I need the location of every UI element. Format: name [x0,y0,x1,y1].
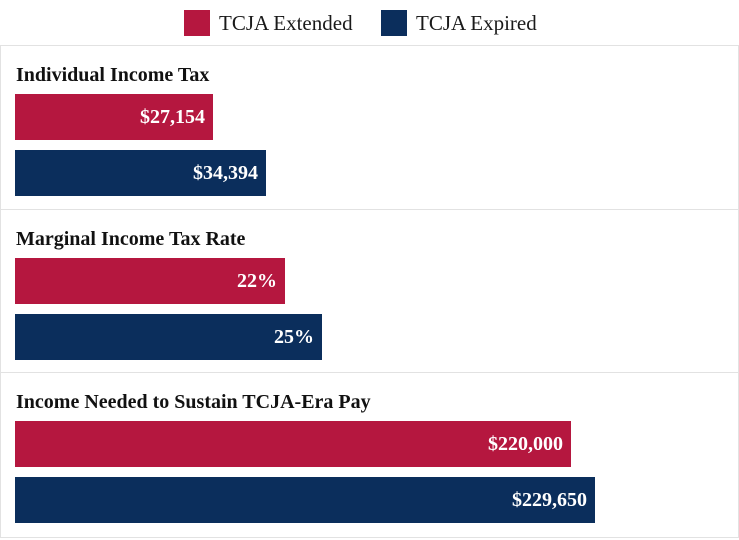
panel-marginal-income-tax-rate: Marginal Income Tax Rate 22% 25% [1,209,738,373]
bar-label-marginal-rate-expired: 25% [274,326,314,348]
bar-label-income-needed-expired: $229,650 [512,489,587,511]
panel-title-individual-income-tax: Individual Income Tax [16,64,210,86]
legend-swatch-tcja-extended [184,10,210,36]
legend-item-tcja-extended: TCJA Extended [184,8,364,38]
panel-title-income-needed: Income Needed to Sustain TCJA-Era Pay [16,391,371,413]
chart-panels: Individual Income Tax $27,154 $34,394 Ma… [0,45,739,538]
legend: TCJA Extended TCJA Expired [0,8,739,38]
panel-income-needed: Income Needed to Sustain TCJA-Era Pay $2… [1,372,738,536]
legend-item-tcja-expired: TCJA Expired [381,8,561,38]
bar-marginal-rate-extended: 22% [15,258,285,304]
bar-individual-income-tax-expired: $34,394 [15,150,266,196]
bar-income-needed-extended: $220,000 [15,421,571,467]
bar-label-income-needed-extended: $220,000 [488,433,563,455]
panel-title-marginal-income-tax-rate: Marginal Income Tax Rate [16,228,246,250]
bar-label-individual-income-tax-expired: $34,394 [193,162,258,184]
bar-label-marginal-rate-extended: 22% [237,270,277,292]
bar-individual-income-tax-extended: $27,154 [15,94,213,140]
bar-income-needed-expired: $229,650 [15,477,595,523]
legend-swatch-tcja-expired [381,10,407,36]
legend-label-tcja-expired: TCJA Expired [416,11,537,35]
bar-marginal-rate-expired: 25% [15,314,322,360]
bar-label-individual-income-tax-extended: $27,154 [140,106,205,128]
legend-label-tcja-extended: TCJA Extended [219,11,353,35]
panel-individual-income-tax: Individual Income Tax $27,154 $34,394 [1,46,738,209]
